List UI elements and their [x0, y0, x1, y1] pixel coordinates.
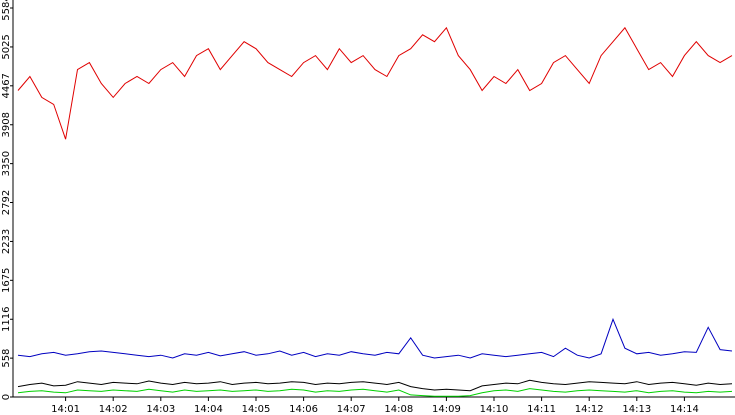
x-tick-label: 14:05: [242, 404, 271, 415]
series-line: [17, 26, 733, 140]
y-tick-label: 0: [1, 394, 12, 400]
x-tick-label: 14:03: [146, 404, 175, 415]
x-tick-label: 14:13: [622, 404, 651, 415]
x-tick-label: 14:11: [527, 404, 556, 415]
x-tick-label: 14:14: [670, 404, 699, 415]
x-tick-label: 14:02: [99, 404, 128, 415]
y-tick-label: 5025: [1, 34, 12, 59]
y-tick-label: 3908: [1, 112, 12, 137]
y-tick-label: 4467: [1, 73, 12, 98]
y-tick-label: 5584: [1, 0, 12, 21]
x-tick-label: 14:01: [51, 404, 80, 415]
x-tick-label: 14:07: [337, 404, 366, 415]
x-tick-label: 14:12: [575, 404, 604, 415]
y-tick-label: 1675: [1, 268, 12, 293]
x-tick-label: 14:10: [480, 404, 509, 415]
y-tick-label: 3350: [1, 151, 12, 176]
x-tick-label: 14:06: [289, 404, 318, 415]
series-line: [17, 388, 733, 397]
series-line: [17, 317, 733, 359]
y-tick-label: 2233: [1, 229, 12, 254]
y-tick-label: 2792: [1, 190, 12, 215]
y-tick-label: 558: [1, 349, 12, 368]
x-tick-label: 14:09: [432, 404, 461, 415]
series-line: [17, 379, 733, 392]
y-tick-label: 1116: [1, 307, 12, 332]
x-tick-label: 14:04: [194, 404, 223, 415]
x-tick-label: 14:08: [384, 404, 413, 415]
